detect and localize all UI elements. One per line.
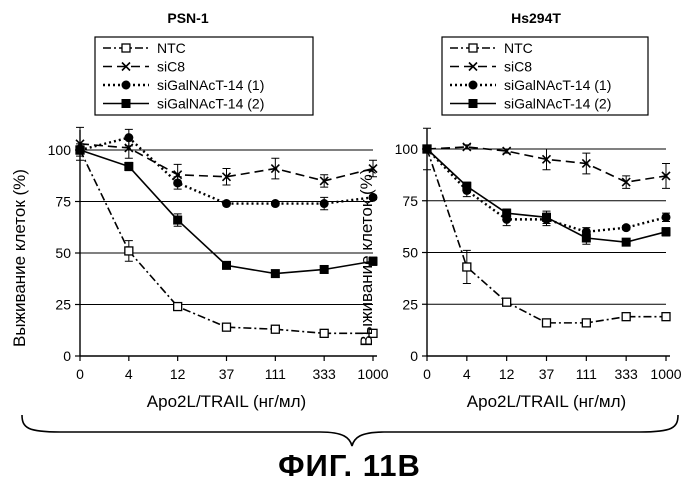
- data-point: [582, 319, 590, 327]
- data-point: [125, 162, 133, 170]
- x-axis-label: Apo2L/TRAIL (нг/мл): [467, 392, 626, 411]
- series-line: [427, 149, 666, 323]
- data-point: [271, 270, 279, 278]
- chart-panel-psn1: PSN-102550751000412371113331000Apo2L/TRA…: [10, 10, 389, 411]
- legend-marker: [122, 44, 130, 52]
- legend-label: siC8: [157, 59, 185, 75]
- legend-label: NTC: [157, 40, 186, 56]
- data-point: [662, 313, 670, 321]
- x-axis-label: Apo2L/TRAIL (нг/мл): [147, 392, 306, 411]
- data-point: [174, 216, 182, 224]
- data-point: [320, 329, 328, 337]
- x-tick-label: 12: [499, 366, 515, 382]
- data-point: [320, 265, 328, 273]
- data-point: [124, 133, 133, 142]
- data-point: [223, 323, 231, 331]
- data-point: [174, 303, 182, 311]
- data-point: [320, 199, 329, 208]
- legend-marker: [469, 100, 477, 108]
- x-tick-label: 111: [576, 366, 597, 382]
- series-1: [423, 143, 670, 188]
- y-axis-label: Выживание клеток (%): [10, 169, 29, 347]
- y-tick-label: 100: [395, 141, 419, 157]
- y-tick-label: 100: [48, 142, 72, 158]
- data-point: [463, 263, 471, 271]
- x-tick-label: 0: [76, 366, 84, 382]
- figure-caption: ФИГ. 11В: [0, 448, 699, 484]
- data-point: [543, 213, 551, 221]
- y-tick-label: 0: [63, 348, 71, 364]
- series-3: [76, 146, 377, 278]
- legend: NTC siC8 siGalNAcT-14 (1) siGalNAcT-14 (2): [95, 37, 313, 115]
- chart-title: PSN-1: [167, 10, 208, 26]
- y-tick-label: 0: [410, 348, 418, 364]
- y-tick-label: 50: [402, 245, 418, 261]
- data-point: [271, 325, 279, 333]
- x-tick-label: 1000: [650, 366, 681, 382]
- data-point: [423, 145, 431, 153]
- x-tick-label: 333: [312, 366, 336, 382]
- series-1: [76, 127, 377, 187]
- data-point: [662, 228, 670, 236]
- data-point: [582, 234, 590, 242]
- legend-label: siGalNAcT-14 (1): [157, 77, 264, 93]
- data-point: [271, 199, 280, 208]
- data-point: [173, 178, 182, 187]
- legend: NTC siC8 siGalNAcT-14 (1) siGalNAcT-14 (2): [442, 37, 648, 115]
- data-point: [125, 247, 133, 255]
- x-tick-label: 111: [265, 366, 286, 382]
- data-point: [662, 213, 671, 222]
- x-tick-label: 4: [463, 366, 471, 382]
- legend-marker: [122, 81, 131, 90]
- data-point: [223, 261, 231, 269]
- chart-title: Hs294T: [511, 10, 561, 26]
- x-tick-label: 333: [614, 366, 638, 382]
- data-point: [543, 319, 551, 327]
- data-point: [503, 209, 511, 217]
- y-tick-label: 25: [402, 296, 418, 312]
- data-point: [76, 146, 84, 154]
- y-tick-label: 75: [55, 194, 71, 210]
- data-point: [222, 199, 231, 208]
- y-tick-label: 25: [55, 297, 71, 313]
- x-tick-label: 12: [170, 366, 186, 382]
- x-tick-label: 37: [219, 366, 235, 382]
- legend-label: NTC: [504, 40, 533, 56]
- figure-brace: [22, 415, 678, 446]
- y-axis-label: Выживание клеток (%): [357, 169, 376, 347]
- legend-marker: [122, 100, 130, 108]
- data-point: [622, 238, 630, 246]
- data-point: [622, 313, 630, 321]
- legend-marker: [469, 81, 478, 90]
- data-point: [622, 223, 631, 232]
- legend-label: siGalNAcT-14 (2): [504, 96, 611, 112]
- chart-panel-hs294t: Hs294T02550751000412371113331000Apo2L/TR…: [357, 10, 682, 411]
- legend-label: siGalNAcT-14 (2): [157, 96, 264, 112]
- legend-label: siC8: [504, 59, 532, 75]
- data-point: [503, 298, 511, 306]
- y-tick-label: 75: [402, 193, 418, 209]
- x-tick-label: 0: [423, 366, 431, 382]
- x-tick-label: 1000: [357, 366, 388, 382]
- legend-marker: [469, 44, 477, 52]
- legend-label: siGalNAcT-14 (1): [504, 77, 611, 93]
- x-tick-label: 37: [539, 366, 555, 382]
- y-tick-label: 50: [55, 245, 71, 261]
- data-point: [463, 182, 471, 190]
- x-tick-label: 4: [125, 366, 133, 382]
